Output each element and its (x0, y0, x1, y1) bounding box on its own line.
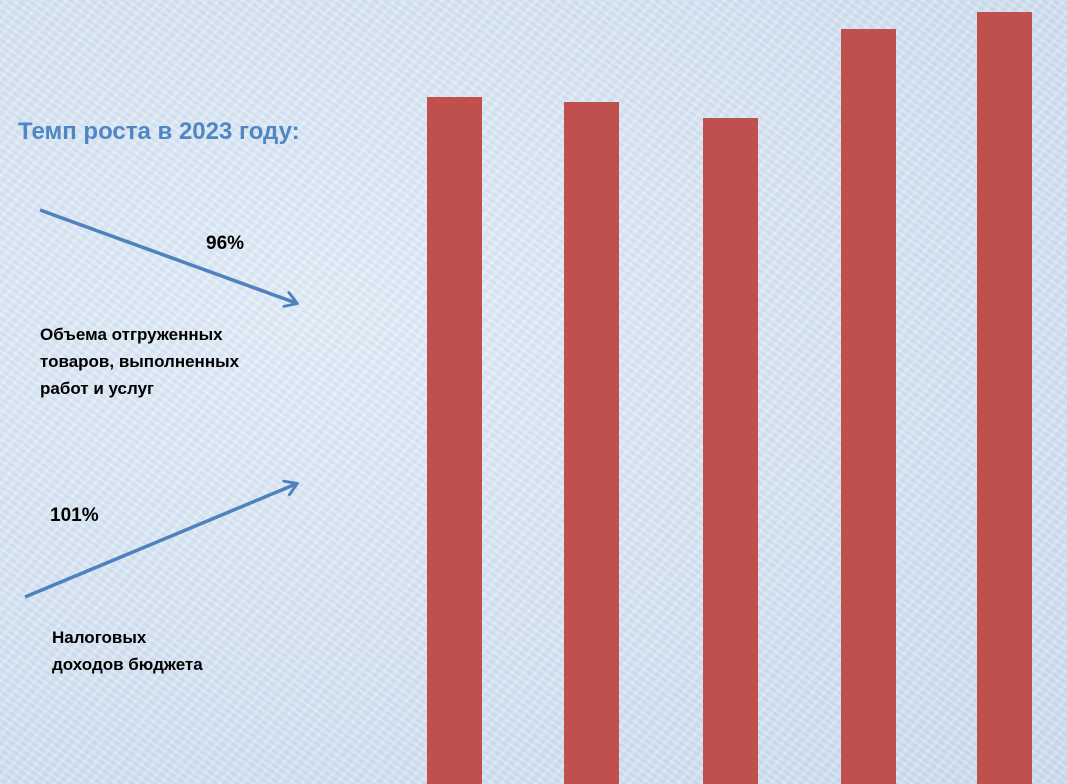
arrow-down-icon (39, 208, 299, 308)
bar (703, 118, 758, 784)
arrow-up-icon (24, 479, 299, 599)
caption-line: доходов бюджета (52, 655, 203, 674)
headline: Темп роста в 2023 году: (18, 118, 300, 145)
tax-revenue-growth-value: 101% (50, 505, 99, 526)
caption-line: товаров, выполненных (40, 352, 240, 371)
bar (427, 97, 482, 784)
trend-arrows (24, 208, 299, 599)
bar-chart (427, 12, 1032, 784)
tax-revenue-caption: Налоговых доходов бюджета (52, 624, 302, 678)
bar (564, 102, 619, 784)
caption-line: Налоговых (52, 628, 147, 647)
caption-line: Объема отгруженных (40, 325, 223, 344)
shipped-goods-growth-value: 96% (206, 233, 245, 254)
bar (841, 29, 896, 784)
shipped-goods-caption: Объема отгруженных товаров, выполненных … (40, 321, 340, 402)
caption-line: работ и услуг (40, 379, 155, 398)
bar (977, 12, 1032, 784)
